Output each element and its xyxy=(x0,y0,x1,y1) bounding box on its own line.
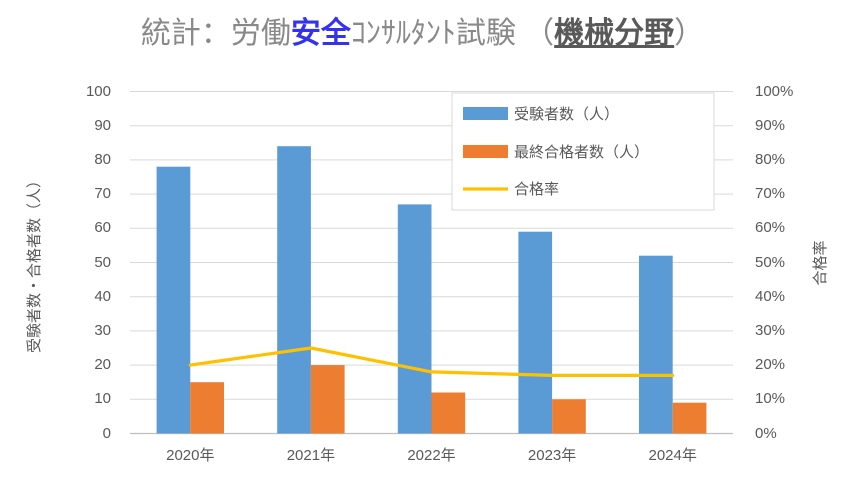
svg-text:2020年: 2020年 xyxy=(166,447,214,464)
svg-text:合格率: 合格率 xyxy=(812,240,829,285)
svg-text:2024年: 2024年 xyxy=(649,447,697,464)
svg-text:10: 10 xyxy=(94,390,111,407)
svg-text:50%: 50% xyxy=(755,254,785,271)
svg-text:20%: 20% xyxy=(755,356,785,373)
svg-text:80%: 80% xyxy=(755,151,785,168)
svg-text:100%: 100% xyxy=(755,83,793,100)
svg-text:20: 20 xyxy=(94,356,111,373)
svg-text:90: 90 xyxy=(94,117,111,134)
svg-text:合格率: 合格率 xyxy=(514,181,559,198)
svg-text:70%: 70% xyxy=(755,185,785,202)
svg-text:50: 50 xyxy=(94,254,111,271)
svg-text:最終合格者数（人）: 最終合格者数（人） xyxy=(514,144,649,161)
svg-text:80: 80 xyxy=(94,151,111,168)
svg-text:30: 30 xyxy=(94,322,111,339)
svg-text:0%: 0% xyxy=(755,425,777,442)
svg-text:10%: 10% xyxy=(755,390,785,407)
svg-text:受験者数（人）: 受験者数（人） xyxy=(514,106,619,123)
svg-text:100: 100 xyxy=(86,83,111,100)
svg-text:2022年: 2022年 xyxy=(407,447,455,464)
svg-text:60: 60 xyxy=(94,219,111,236)
svg-text:2023年: 2023年 xyxy=(528,447,576,464)
svg-text:30%: 30% xyxy=(755,322,785,339)
svg-text:40%: 40% xyxy=(755,288,785,305)
svg-text:2021年: 2021年 xyxy=(287,447,335,464)
svg-text:70: 70 xyxy=(94,185,111,202)
svg-text:90%: 90% xyxy=(755,117,785,134)
svg-text:受験者数・合格者数（人）: 受験者数・合格者数（人） xyxy=(26,173,43,353)
svg-text:0: 0 xyxy=(103,425,111,442)
svg-text:40: 40 xyxy=(94,288,111,305)
svg-text:60%: 60% xyxy=(755,219,785,236)
